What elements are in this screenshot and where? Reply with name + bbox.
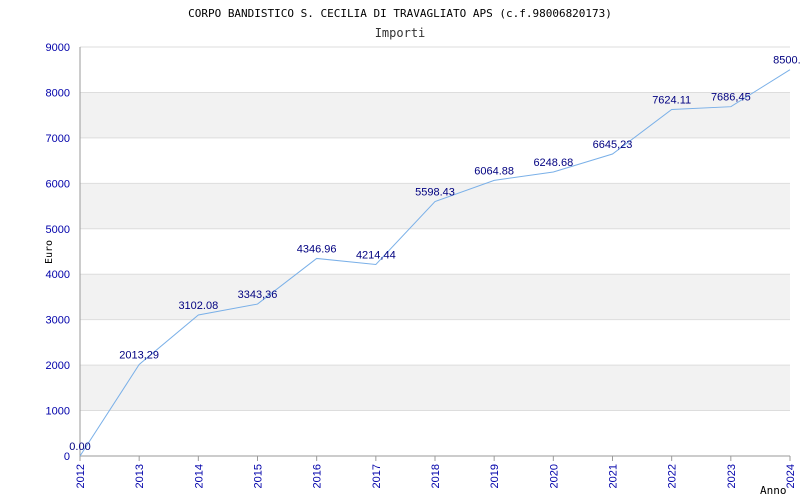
x-tick-label: 2017 — [371, 464, 383, 488]
data-label: 6645,23 — [593, 139, 633, 151]
y-tick-label: 1000 — [46, 406, 70, 418]
x-tick-label: 2013 — [134, 464, 146, 488]
x-tick-label: 2016 — [312, 464, 324, 488]
y-tick-label: 0 — [64, 451, 70, 463]
x-tick-label: 2022 — [667, 464, 679, 488]
x-tick-label: 2021 — [608, 464, 620, 488]
chart-title: CORPO BANDISTICO S. CECILIA DI TRAVAGLIA… — [188, 7, 612, 20]
y-tick-label: 2000 — [46, 360, 70, 372]
data-label: 3343,36 — [238, 289, 278, 301]
x-tick-label: 2020 — [548, 464, 560, 488]
x-axis-label: Anno — [760, 484, 787, 497]
grid-band — [80, 183, 790, 229]
axes — [79, 47, 791, 461]
data-label: 0.00 — [69, 441, 90, 453]
data-label: 3102.08 — [178, 300, 218, 312]
data-label: 7624.11 — [652, 95, 691, 107]
y-tick-label: 6000 — [46, 178, 70, 190]
series-importi — [79, 69, 791, 457]
data-label: 5598.43 — [415, 187, 455, 199]
x-tick-label: 2018 — [430, 464, 442, 488]
x-tick-label: 2023 — [726, 464, 738, 488]
plot-background — [80, 92, 790, 411]
x-tick-label: 2014 — [193, 464, 205, 488]
y-axis-label: Euro — [44, 240, 55, 264]
x-tick-label: 2024 — [785, 464, 797, 488]
y-tick-label: 7000 — [46, 133, 70, 145]
data-label: 6064.88 — [474, 165, 514, 177]
x-tick-label: 2012 — [75, 464, 87, 488]
gridlines — [80, 46, 790, 412]
data-label: 7686,45 — [711, 92, 751, 104]
data-label: 6248.68 — [533, 157, 573, 169]
data-labels: 0.00 2013,29 3102.08 3343,36 4346.96 4214,44 5… — [69, 55, 800, 453]
data-label: 4214,44 — [356, 249, 396, 261]
x-tick-label: 2019 — [489, 464, 501, 488]
x-tick-labels: 2012 2013 2014 2015 2016 2017 2018 2019 2020 2021… — [75, 464, 797, 488]
chart-subtitle: Importi — [375, 26, 426, 40]
y-tick-label: 3000 — [46, 315, 70, 327]
y-tick-label: 5000 — [46, 224, 70, 236]
data-label: 2013,29 — [119, 350, 159, 362]
y-tick-label: 4000 — [46, 269, 70, 281]
grid-band — [80, 92, 790, 138]
grid-band — [80, 365, 790, 411]
grid-band — [80, 274, 790, 320]
series-line — [79, 69, 791, 457]
y-tick-labels: 0 1000 2000 3000 4000 5000 6000 7000 8000 9000 — [46, 42, 70, 463]
x-tick-label: 2015 — [253, 464, 265, 488]
data-label: 4346.96 — [297, 243, 337, 255]
y-tick-label: 9000 — [46, 42, 70, 54]
y-tick-label: 8000 — [46, 87, 70, 99]
data-label: 8500.5 — [773, 55, 800, 67]
